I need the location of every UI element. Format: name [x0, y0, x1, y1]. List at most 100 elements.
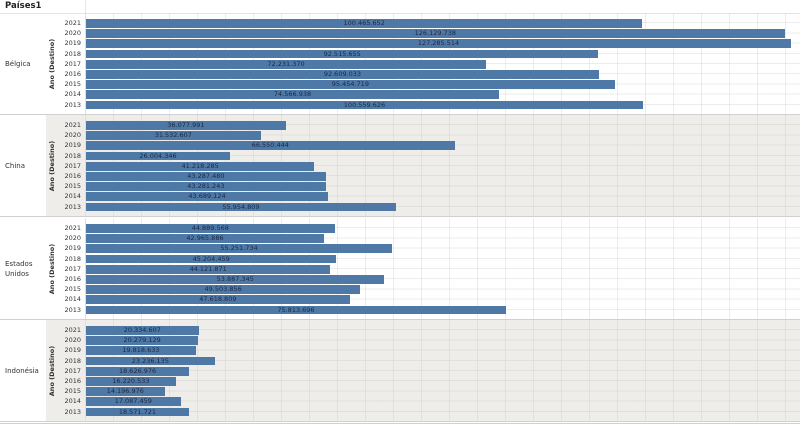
bar-row: 2021 100.465.652: [0, 18, 800, 28]
bar[interactable]: 66.550.444: [86, 141, 455, 151]
year-label: 2019: [64, 244, 81, 253]
bar[interactable]: 72.231.370: [86, 59, 487, 69]
bar-row: 2021 36.077.991: [0, 120, 800, 130]
bar-row: 2021 20.334.607: [0, 325, 800, 335]
year-label: 2018: [64, 49, 81, 58]
bar[interactable]: 42.965.886: [86, 234, 324, 243]
bar-row: 2020 42.965.886: [0, 233, 800, 243]
bar-row: 2017 44.121.871: [0, 264, 800, 274]
bar[interactable]: 20.279.129: [86, 336, 199, 345]
bar[interactable]: 14.196.976: [86, 387, 165, 396]
bar-row: 2015 95.454.719: [0, 79, 800, 89]
bar[interactable]: 36.077.991: [86, 121, 286, 130]
bottom-border: [0, 423, 800, 424]
bar[interactable]: 44.889.568: [86, 224, 335, 233]
bar[interactable]: 17.087.459: [86, 397, 181, 407]
bar-row: 2015 14.196.976: [0, 386, 800, 396]
bar[interactable]: 18.626.976: [86, 366, 190, 376]
bar[interactable]: 20.334.607: [86, 326, 199, 335]
bar[interactable]: 49.503.856: [86, 285, 361, 294]
bar-row: 2015 49.503.856: [0, 284, 800, 294]
year-label: 2015: [64, 80, 81, 89]
country-label: China: [5, 162, 25, 170]
year-label: 2018: [64, 254, 81, 263]
year-label: 2018: [64, 356, 81, 365]
bar-value-label: 23.236.135: [131, 356, 169, 365]
bar[interactable]: 100.559.626: [86, 100, 643, 110]
bar-row: 2017 18.626.976: [0, 366, 800, 376]
bar[interactable]: 18.571.721: [86, 407, 189, 417]
bar-row: 2013 75.813.696: [0, 305, 800, 315]
bar-value-label: 26.004.346: [139, 151, 177, 160]
country-label: Bélgica: [5, 60, 31, 68]
bar[interactable]: 43.689.124: [86, 192, 328, 202]
bar[interactable]: 19.818.633: [86, 346, 196, 356]
bar-value-label: 20.334.607: [123, 326, 161, 334]
year-label: 2018: [64, 151, 81, 160]
bar-value-label: 18.571.721: [118, 407, 157, 416]
axis-divider: [85, 218, 86, 319]
bar[interactable]: 74.566.938: [86, 90, 499, 100]
bar-row: 2014 17.087.459: [0, 396, 800, 407]
country-label: Indonésia: [5, 367, 39, 375]
year-label: 2021: [64, 19, 81, 27]
bar[interactable]: 100.465.652: [86, 19, 643, 28]
bar[interactable]: 43.287.480: [86, 172, 326, 181]
bar[interactable]: 95.454.719: [86, 80, 615, 89]
bar[interactable]: 92.609.033: [86, 70, 599, 79]
year-label: 2020: [64, 29, 81, 38]
bar[interactable]: 16.220.533: [86, 377, 176, 386]
bar-value-label: 100.465.652: [343, 19, 385, 27]
bar[interactable]: 127.285.514: [86, 39, 791, 49]
year-label: 2013: [64, 202, 81, 211]
bar[interactable]: 92.515.655: [86, 49, 599, 59]
bar[interactable]: 126.129.738: [86, 29, 785, 38]
year-label: 2014: [64, 397, 81, 406]
bar[interactable]: 55.954.809: [86, 202, 396, 212]
axis-divider: [85, 13, 86, 114]
year-label: 2017: [64, 366, 81, 375]
bar[interactable]: 45.204.459: [86, 254, 337, 264]
year-label: 2015: [64, 182, 81, 191]
bar[interactable]: 41.218.285: [86, 161, 315, 171]
bar-row: 2016 92.609.033: [0, 69, 800, 79]
bar-row: 2019 66.550.444: [0, 140, 800, 151]
bar[interactable]: 47.618.809: [86, 295, 350, 305]
bar-row: 2014 47.618.809: [0, 294, 800, 305]
bar-row: 2021 44.889.568: [0, 223, 800, 233]
bar-value-label: 95.454.719: [331, 80, 369, 89]
bar-value-label: 127.285.514: [417, 39, 460, 48]
bar-value-label: 45.204.459: [192, 254, 230, 263]
bar-value-label: 18.626.976: [118, 366, 157, 375]
bar[interactable]: 53.887.345: [86, 275, 385, 284]
chart-title: Países1: [5, 1, 42, 11]
bar-row: 2018 23.236.135: [0, 356, 800, 366]
bar-row: 2019 19.818.633: [0, 345, 800, 356]
bar[interactable]: 44.121.871: [86, 264, 331, 274]
bar-value-label: 31.532.607: [154, 131, 192, 140]
bar[interactable]: 43.281.243: [86, 182, 326, 191]
year-label: 2021: [64, 121, 81, 129]
bar-value-label: 66.550.444: [251, 141, 289, 150]
year-label: 2016: [64, 70, 81, 78]
bar-value-label: 36.077.991: [167, 121, 205, 129]
bar-value-label: 92.609.033: [323, 70, 362, 78]
bar-row: 2018 26.004.346: [0, 151, 800, 161]
bar-row: 2020 31.532.607: [0, 130, 800, 140]
bar-row: 2013 55.954.809: [0, 202, 800, 212]
bar[interactable]: 55.251.734: [86, 244, 393, 254]
year-label: 2020: [64, 336, 81, 345]
year-label: 2014: [64, 90, 81, 99]
bar[interactable]: 26.004.346: [86, 151, 231, 161]
bar[interactable]: 23.236.135: [86, 356, 215, 366]
header-divider: [85, 0, 86, 13]
year-label: 2017: [64, 161, 81, 170]
year-label: 2014: [64, 192, 81, 201]
bar-row: 2013 18.571.721: [0, 407, 800, 417]
year-label: 2020: [64, 131, 81, 140]
bar-value-label: 20.279.129: [123, 336, 161, 345]
bar[interactable]: 31.532.607: [86, 131, 261, 140]
bar-value-label: 43.287.480: [187, 172, 225, 180]
bar-value-label: 75.813.696: [277, 305, 315, 314]
bar[interactable]: 75.813.696: [86, 305, 506, 315]
